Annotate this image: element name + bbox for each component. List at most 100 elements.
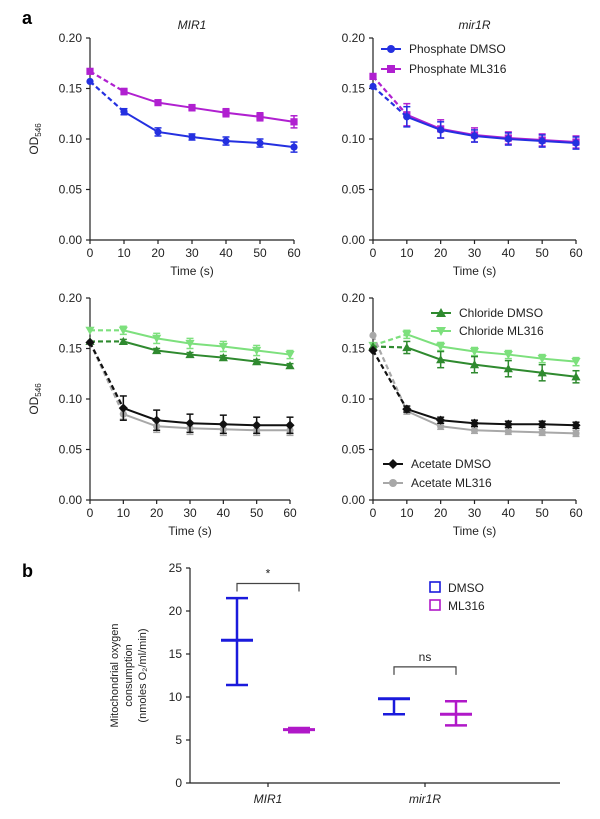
data-point xyxy=(504,135,512,143)
data-point xyxy=(185,418,195,428)
x-tick-label: 0 xyxy=(370,506,377,520)
x-tick-label: 10 xyxy=(400,506,414,520)
x-tick-label: 20 xyxy=(151,246,165,260)
series-line-dashed xyxy=(372,85,408,118)
y-tick-label: 0.10 xyxy=(342,392,366,406)
data-point xyxy=(538,137,546,145)
data-point xyxy=(369,72,377,80)
data-point xyxy=(256,113,264,121)
data-point xyxy=(437,422,445,430)
data-point xyxy=(572,139,580,147)
legend-marker xyxy=(389,479,397,487)
y-tick-label: 15 xyxy=(169,647,183,661)
data-point xyxy=(369,82,377,91)
legend-marker xyxy=(387,65,395,73)
panel-label-b: b xyxy=(22,561,33,581)
x-tick-label: 30 xyxy=(468,506,482,520)
y-tick-label: 10 xyxy=(169,690,183,704)
data-point xyxy=(252,420,262,430)
data-point xyxy=(469,347,480,357)
y-tick-label: 0.05 xyxy=(342,443,366,457)
data-point xyxy=(152,345,162,355)
y-tick-label: 0.20 xyxy=(59,31,83,45)
data-point xyxy=(469,360,480,369)
y-tick-label: 0.00 xyxy=(59,493,83,507)
y-tick-label: 0.00 xyxy=(342,493,366,507)
data-point xyxy=(285,350,295,360)
data-point xyxy=(402,330,412,339)
data-point xyxy=(470,132,479,140)
x-axis-label: Time (s) xyxy=(168,524,212,538)
data-point xyxy=(252,357,262,366)
y-axis-label: OD546 xyxy=(27,383,43,415)
x-tick-label: 60 xyxy=(569,506,583,520)
data-point xyxy=(538,428,546,436)
series-line-dashed xyxy=(372,345,407,349)
x-tick-label: 0 xyxy=(370,246,377,260)
x-tick-label: 30 xyxy=(183,506,197,520)
legend-label: Chloride DMSO xyxy=(459,306,543,320)
series-line xyxy=(123,110,295,149)
data-point xyxy=(571,420,581,430)
data-point xyxy=(118,403,128,413)
y-tick-label: 0.15 xyxy=(59,82,83,96)
data-point xyxy=(571,358,581,367)
legend-marker xyxy=(436,327,446,336)
data-point xyxy=(537,355,547,364)
data-point xyxy=(436,342,446,352)
x-tick-label: 30 xyxy=(185,246,199,260)
data-point xyxy=(503,364,513,373)
y-tick-label: 0.05 xyxy=(59,443,83,457)
x-tick-label: 0 xyxy=(87,506,94,520)
data-point xyxy=(571,372,581,381)
legend-label: ML316 xyxy=(448,599,485,613)
x-tick-label: 60 xyxy=(569,246,583,260)
legend-label: Acetate ML316 xyxy=(411,476,492,490)
x-axis-label: Time (s) xyxy=(170,264,214,278)
data-point xyxy=(222,137,230,145)
series-line-dashed xyxy=(372,75,408,116)
data-point xyxy=(436,415,446,425)
data-point xyxy=(120,87,128,96)
chart-mir1-chloride-acetate: 0.00 0.05 0.10 0.15 0.20 0 10 20 30 40 50 60 Time (s… xyxy=(27,291,297,538)
legend-marker xyxy=(429,581,441,593)
legend-label: Chloride ML316 xyxy=(459,324,544,338)
data-point xyxy=(154,128,162,136)
data-point xyxy=(537,368,547,377)
chart-title: MIR1 xyxy=(178,18,207,32)
data-point xyxy=(503,350,513,360)
series-line-dashed xyxy=(371,334,408,412)
data-point xyxy=(185,339,195,349)
y-axis-label: OD546 xyxy=(27,123,43,155)
data-point xyxy=(290,143,298,151)
significance-label: * xyxy=(266,566,271,580)
x-tick-label: 50 xyxy=(253,246,267,260)
x-tick-label: 20 xyxy=(434,246,448,260)
series-line xyxy=(406,408,577,427)
data-point xyxy=(369,331,377,339)
x-tick-label: 50 xyxy=(535,506,549,520)
series-line xyxy=(406,115,577,145)
x-axis-label: Time (s) xyxy=(453,524,497,538)
x-tick-label: 40 xyxy=(502,246,516,260)
y-tick-label: 0.20 xyxy=(59,291,83,305)
data-point xyxy=(436,355,446,364)
x-tick-label: 40 xyxy=(502,506,516,520)
y-tick-label: 25 xyxy=(169,561,183,575)
legend-marker xyxy=(436,308,446,317)
legend-marker xyxy=(388,459,398,469)
data-point xyxy=(572,429,580,437)
y-axis-label: Mitochondrial oxygen consumption (nmoles O… xyxy=(109,624,149,728)
data-point xyxy=(222,109,230,117)
data-point xyxy=(469,418,480,428)
x-tick-label: 10 xyxy=(400,246,414,260)
chart-mir1r-phosphate: 0.00 0.05 0.10 0.15 0.20 0 10 20 30 40 50 60 Time (s… xyxy=(342,18,583,278)
data-point xyxy=(504,427,512,435)
data-point xyxy=(188,133,196,141)
y-tick-label: 0 xyxy=(175,776,182,790)
data-point xyxy=(118,326,128,335)
legend-label: Phosphate DMSO xyxy=(409,42,506,56)
series-line-dashed xyxy=(372,333,408,347)
data-point xyxy=(218,419,228,429)
